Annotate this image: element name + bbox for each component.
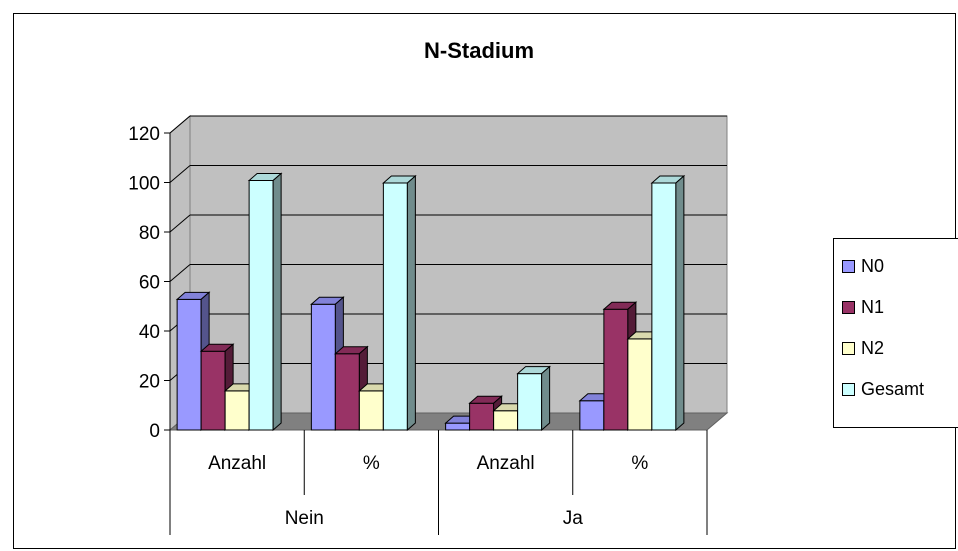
bar-gesamt-1 xyxy=(382,182,408,431)
bar-n1-1 xyxy=(334,353,360,431)
legend-item: Gesamt xyxy=(842,376,924,402)
y-tick-label: 20 xyxy=(139,372,160,393)
y-tick-label: 0 xyxy=(149,421,160,442)
bar-n0-1 xyxy=(310,303,336,431)
bar-n0-3 xyxy=(579,400,605,431)
legend: N0 N1 N2 Gesamt xyxy=(833,238,958,428)
bar-side-gesamt-3 xyxy=(675,174,685,432)
bar-n1-2 xyxy=(469,402,495,431)
bar-n2-3 xyxy=(627,338,653,431)
y-tick-label: 80 xyxy=(139,223,160,244)
bar-side-gesamt-0 xyxy=(272,172,282,432)
x-tick-label: Anzahl xyxy=(208,453,266,474)
gridline-side xyxy=(169,115,191,134)
legend-swatch xyxy=(842,382,855,396)
legend-label: Gesamt xyxy=(861,378,925,399)
bar-side-gesamt-2 xyxy=(541,365,551,432)
x-group-label: Ja xyxy=(563,508,584,529)
gridline-side xyxy=(169,165,191,183)
legend-swatch xyxy=(842,300,855,314)
bar-gesamt-0 xyxy=(248,180,274,431)
x-tick-label: % xyxy=(363,453,380,474)
y-tick-label: 100 xyxy=(128,174,160,195)
bar-n2-0 xyxy=(224,390,250,431)
bar-gesamt-2 xyxy=(517,373,543,431)
legend-item: N1 xyxy=(842,294,884,320)
bar-n0-0 xyxy=(176,298,202,431)
x-tick-label: % xyxy=(631,453,648,474)
legend-item: N2 xyxy=(842,335,884,361)
legend-label: N2 xyxy=(861,337,885,358)
legend-label: N1 xyxy=(861,296,885,317)
legend-swatch xyxy=(842,259,855,273)
y-tick-label: 60 xyxy=(139,273,160,294)
bar-n1-3 xyxy=(603,308,629,431)
x-tick-label: Anzahl xyxy=(477,453,535,474)
legend-swatch xyxy=(842,341,855,355)
x-group-label: Nein xyxy=(285,508,324,529)
bar-n2-2 xyxy=(493,410,519,431)
bar-n0-2 xyxy=(445,422,471,431)
bar-n2-1 xyxy=(358,390,384,431)
y-tick-label: 120 xyxy=(128,124,160,145)
legend-item: N0 xyxy=(842,253,884,279)
bar-gesamt-3 xyxy=(651,182,677,431)
chart-title: N-Stadium xyxy=(424,38,534,63)
bar-n1-0 xyxy=(200,350,226,431)
gridline-side xyxy=(169,264,191,282)
y-tick-label: 40 xyxy=(139,322,160,343)
legend-label: N0 xyxy=(861,255,885,276)
gridline-side xyxy=(169,214,191,233)
bar-side-gesamt-1 xyxy=(406,174,416,432)
